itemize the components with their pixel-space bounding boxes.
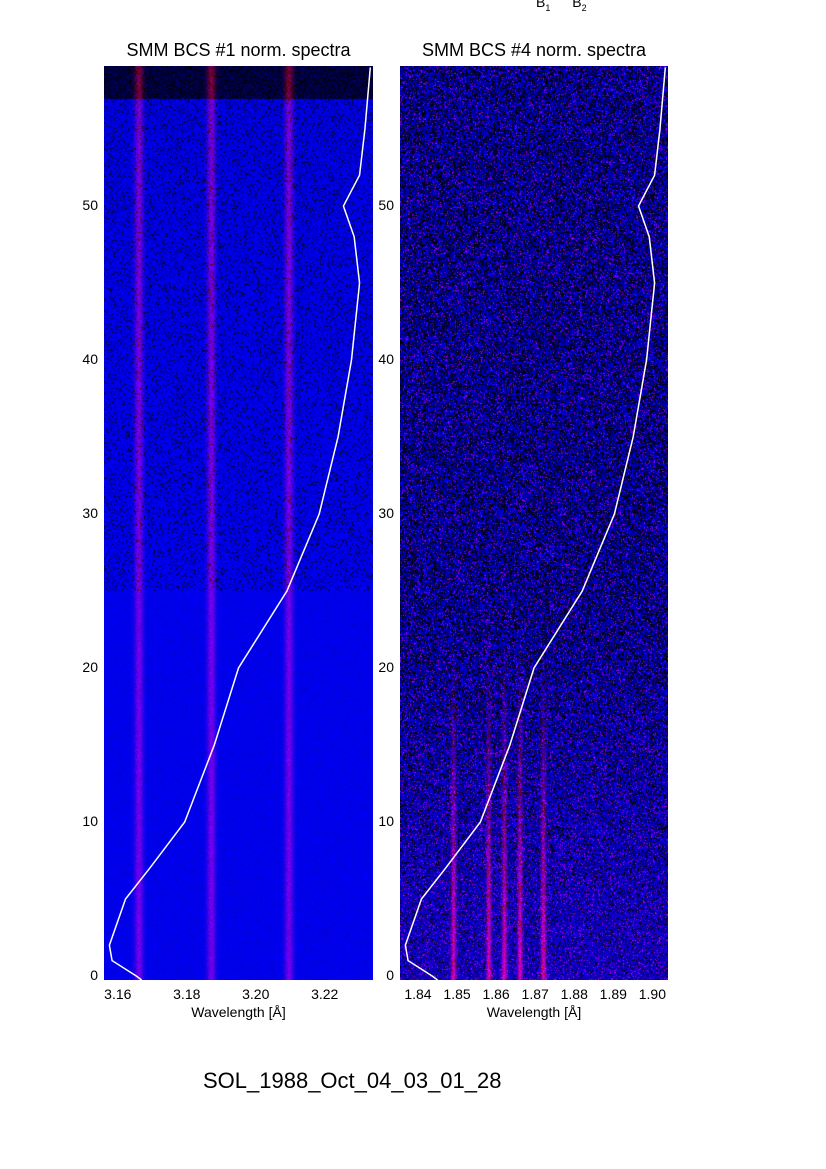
x-axis-label: Wavelength [Å]	[191, 1004, 285, 1020]
header-labels: B1 B2	[536, 0, 587, 13]
y-tick-label: 30	[82, 505, 98, 521]
y-tick-label: 40	[378, 351, 394, 367]
observation-id: SOL_1988_Oct_04_03_01_28	[203, 1068, 501, 1094]
light-curve-line	[109, 67, 370, 980]
x-axis-label: Wavelength [Å]	[487, 1004, 581, 1020]
label-b2: B2	[572, 0, 586, 10]
y-tick-label: 10	[378, 813, 394, 829]
x-tick-label: 3.16	[104, 986, 131, 1002]
y-tick-label: 20	[82, 659, 98, 675]
panel-title: SMM BCS #1 norm. spectra	[126, 40, 350, 61]
y-tick-label: 0	[386, 967, 394, 983]
y-tick-label: 50	[378, 197, 394, 213]
y-tick-label: 50	[82, 197, 98, 213]
x-tick-label: 3.22	[311, 986, 338, 1002]
y-tick-label: 0	[90, 967, 98, 983]
x-tick-label: 1.90	[639, 986, 666, 1002]
x-tick-label: 3.20	[242, 986, 269, 1002]
y-tick-label: 10	[82, 813, 98, 829]
x-tick-label: 1.85	[443, 986, 470, 1002]
x-tick-label: 1.84	[404, 986, 431, 1002]
light-curve	[104, 66, 373, 980]
y-tick-label: 30	[378, 505, 394, 521]
light-curve-line	[405, 67, 665, 980]
x-tick-label: 1.89	[600, 986, 627, 1002]
x-tick-label: 1.86	[482, 986, 509, 1002]
x-tick-label: 3.18	[173, 986, 200, 1002]
light-curve	[400, 66, 668, 980]
label-b1: B1	[536, 0, 550, 10]
x-tick-label: 1.87	[522, 986, 549, 1002]
y-tick-label: 40	[82, 351, 98, 367]
x-tick-label: 1.88	[561, 986, 588, 1002]
panel-title: SMM BCS #4 norm. spectra	[422, 40, 646, 61]
y-tick-label: 20	[378, 659, 394, 675]
